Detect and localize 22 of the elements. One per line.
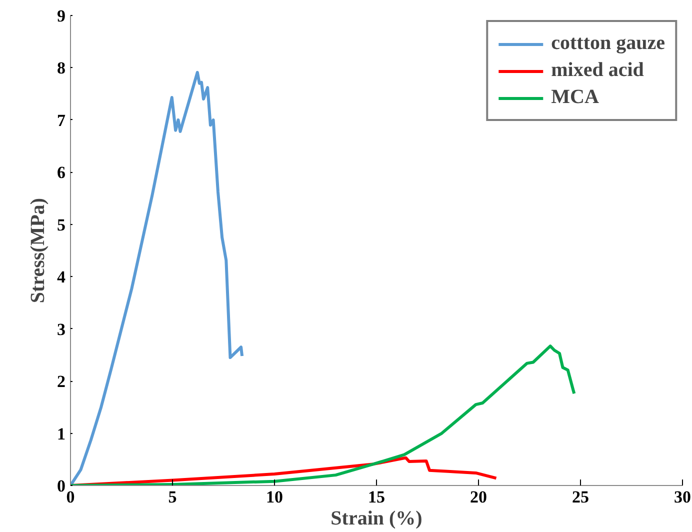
x-tick-label: 25 xyxy=(572,488,589,506)
y-tick-label: 4 xyxy=(57,268,66,287)
x-tick-label: 5 xyxy=(168,488,177,506)
y-tick-label: 7 xyxy=(57,110,66,130)
x-axis-title: Strain (%) xyxy=(330,508,422,530)
legend-label: mixed acid xyxy=(551,59,644,82)
y-tick-label: 5 xyxy=(57,215,66,234)
x-tick-label: 20 xyxy=(470,488,487,506)
y-tick-label: 9 xyxy=(57,6,66,26)
y-axis-title: Stress(MPa) xyxy=(27,198,49,304)
x-tick-label: 15 xyxy=(368,488,385,506)
y-tick-label: 6 xyxy=(57,163,66,182)
y-tick-label: 2 xyxy=(57,372,66,392)
line-series xyxy=(70,344,576,486)
legend-label: cottton gauze xyxy=(551,32,665,55)
x-tick-label: 10 xyxy=(266,488,283,506)
x-tick-label: 30 xyxy=(674,488,691,506)
y-tick-label: 3 xyxy=(57,320,66,339)
line-series xyxy=(70,70,244,486)
legend-label: MCA xyxy=(551,86,599,109)
y-tick-label: 8 xyxy=(57,58,66,78)
y-tick-label: 1 xyxy=(57,424,66,444)
